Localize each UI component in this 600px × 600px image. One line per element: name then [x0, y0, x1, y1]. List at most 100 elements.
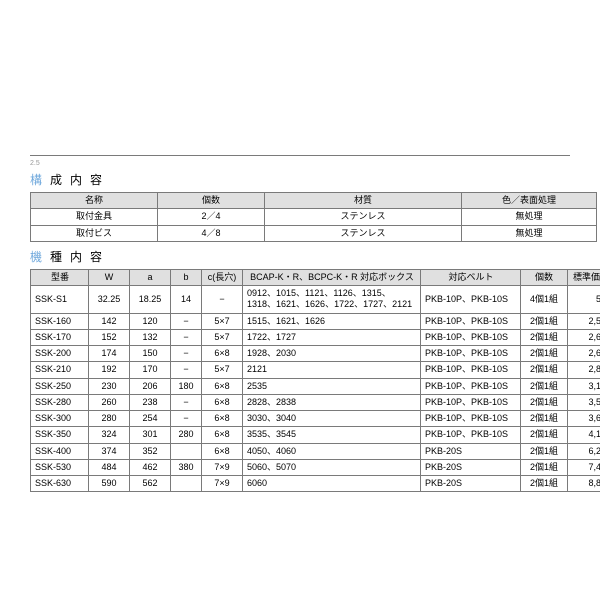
- cell: [171, 476, 202, 492]
- cell: SSK-400: [31, 443, 89, 459]
- composition-table: 名称 個数 材質 色／表面処理 取付金具2／4ステンレス無処理取付ビス4／8ステ…: [30, 192, 597, 242]
- cell: 238: [130, 394, 171, 410]
- table-header-row: 名称 個数 材質 色／表面処理: [31, 193, 597, 209]
- cell: 4,180: [568, 427, 600, 443]
- cell: SSK-250: [31, 378, 89, 394]
- cell: 2535: [243, 378, 421, 394]
- cell: 590: [568, 286, 600, 314]
- cell: 150: [130, 346, 171, 362]
- cell: 32.25: [89, 286, 130, 314]
- cell: 374: [89, 443, 130, 459]
- cell: 6×8: [202, 411, 243, 427]
- col-header: 型番: [31, 269, 89, 285]
- cell: 0912、1015、1121、1126、1315、1318、1621、1626、…: [243, 286, 421, 314]
- cell: 6060: [243, 476, 421, 492]
- cell: 170: [130, 362, 171, 378]
- cell: −: [171, 329, 202, 345]
- inner-panel: 2.5 構成内容 名称 個数 材質 色／表面処理 取付金具2／4ステンレス無処理…: [30, 155, 570, 492]
- cell: 7×9: [202, 459, 243, 475]
- cell: 2個1組: [521, 411, 568, 427]
- cell: −: [171, 346, 202, 362]
- cell: 2個1組: [521, 443, 568, 459]
- cell: 260: [89, 394, 130, 410]
- cell: 254: [130, 411, 171, 427]
- cell: 301: [130, 427, 171, 443]
- table-row: SSK-200174150−6×81928、2030PKB-10P、PKB-10…: [31, 346, 600, 362]
- cell: 280: [89, 411, 130, 427]
- cell: SSK-280: [31, 394, 89, 410]
- cell: PKB-20S: [421, 476, 521, 492]
- table-row: SSK-300280254−6×83030、3040PKB-10P、PKB-10…: [31, 411, 600, 427]
- table-header-row: 型番Wabc(長穴)BCAP-K・R、BCPC-K・R 対応ボックス対応ベルト個…: [31, 269, 600, 285]
- cell: 462: [130, 459, 171, 475]
- cell: SSK-160: [31, 313, 89, 329]
- table-row: SSK-6305905627×96060PKB-20S2個1組8,810: [31, 476, 600, 492]
- cell: −: [171, 394, 202, 410]
- cell: 2個1組: [521, 394, 568, 410]
- table-row: SSK-170152132−5×71722、1727PKB-10P、PKB-10…: [31, 329, 600, 345]
- cell: PKB-10P、PKB-10S: [421, 411, 521, 427]
- cell: SSK-300: [31, 411, 89, 427]
- col-fin: 色／表面処理: [462, 193, 597, 209]
- cell: 3,550: [568, 394, 600, 410]
- cell: 2個1組: [521, 459, 568, 475]
- cell: 2個1組: [521, 378, 568, 394]
- cell: 6,200: [568, 443, 600, 459]
- cell: PKB-20S: [421, 443, 521, 459]
- cell: 5060、5070: [243, 459, 421, 475]
- col-header: 個数: [521, 269, 568, 285]
- cell: PKB-10P、PKB-10S: [421, 394, 521, 410]
- cell: 324: [89, 427, 130, 443]
- cell: ステンレス: [265, 225, 462, 241]
- cell: −: [202, 286, 243, 314]
- cell: 2,840: [568, 362, 600, 378]
- cell: PKB-10P、PKB-10S: [421, 362, 521, 378]
- cell: [171, 443, 202, 459]
- cell: 5×7: [202, 329, 243, 345]
- cell: 142: [89, 313, 130, 329]
- page: 2.5 構成内容 名称 個数 材質 色／表面処理 取付金具2／4ステンレス無処理…: [0, 0, 600, 492]
- section1-title: 構成内容: [30, 171, 570, 188]
- col-header: BCAP-K・R、BCPC-K・R 対応ボックス: [243, 269, 421, 285]
- table-row: SSK-280260238−6×82828、2838PKB-10P、PKB-10…: [31, 394, 600, 410]
- table-row: SSK-5304844623807×95060、5070PKB-20S2個1組7…: [31, 459, 600, 475]
- cell: 6×8: [202, 378, 243, 394]
- cell: 590: [89, 476, 130, 492]
- cell: SSK-210: [31, 362, 89, 378]
- cell: 4個1組: [521, 286, 568, 314]
- cell: SSK-350: [31, 427, 89, 443]
- cell: PKB-10P、PKB-10S: [421, 313, 521, 329]
- cell: 192: [89, 362, 130, 378]
- cell: 6×8: [202, 394, 243, 410]
- model-table: 型番Wabc(長穴)BCAP-K・R、BCPC-K・R 対応ボックス対応ベルト個…: [30, 269, 600, 493]
- table-row: SSK-160142120−5×71515、1621、1626PKB-10P、P…: [31, 313, 600, 329]
- cell: 2個1組: [521, 476, 568, 492]
- cell: PKB-20S: [421, 459, 521, 475]
- cell: PKB-10P、PKB-10S: [421, 346, 521, 362]
- cell: 4050、4060: [243, 443, 421, 459]
- cell: 7,430: [568, 459, 600, 475]
- cell: 無処理: [462, 225, 597, 241]
- cell: 3535、3545: [243, 427, 421, 443]
- cell: 152: [89, 329, 130, 345]
- col-header: 標準価格: [568, 269, 600, 285]
- cell: ステンレス: [265, 209, 462, 225]
- cell: 5×7: [202, 362, 243, 378]
- cell: 2,510: [568, 313, 600, 329]
- cell: SSK-S1: [31, 286, 89, 314]
- cell: 2,620: [568, 329, 600, 345]
- cell: −: [171, 313, 202, 329]
- cell: 1928、2030: [243, 346, 421, 362]
- cell: PKB-10P、PKB-10S: [421, 378, 521, 394]
- section1-title-first: 構: [30, 173, 50, 187]
- cell: 6×8: [202, 443, 243, 459]
- cell: 206: [130, 378, 171, 394]
- cell: 2個1組: [521, 329, 568, 345]
- col-mat: 材質: [265, 193, 462, 209]
- section1-title-rest: 成内容: [50, 173, 110, 187]
- section2-title: 機種内容: [30, 248, 570, 265]
- cell: 2828、2838: [243, 394, 421, 410]
- cell: 2／4: [158, 209, 265, 225]
- section2-title-rest: 種内容: [50, 250, 110, 264]
- col-header: 対応ベルト: [421, 269, 521, 285]
